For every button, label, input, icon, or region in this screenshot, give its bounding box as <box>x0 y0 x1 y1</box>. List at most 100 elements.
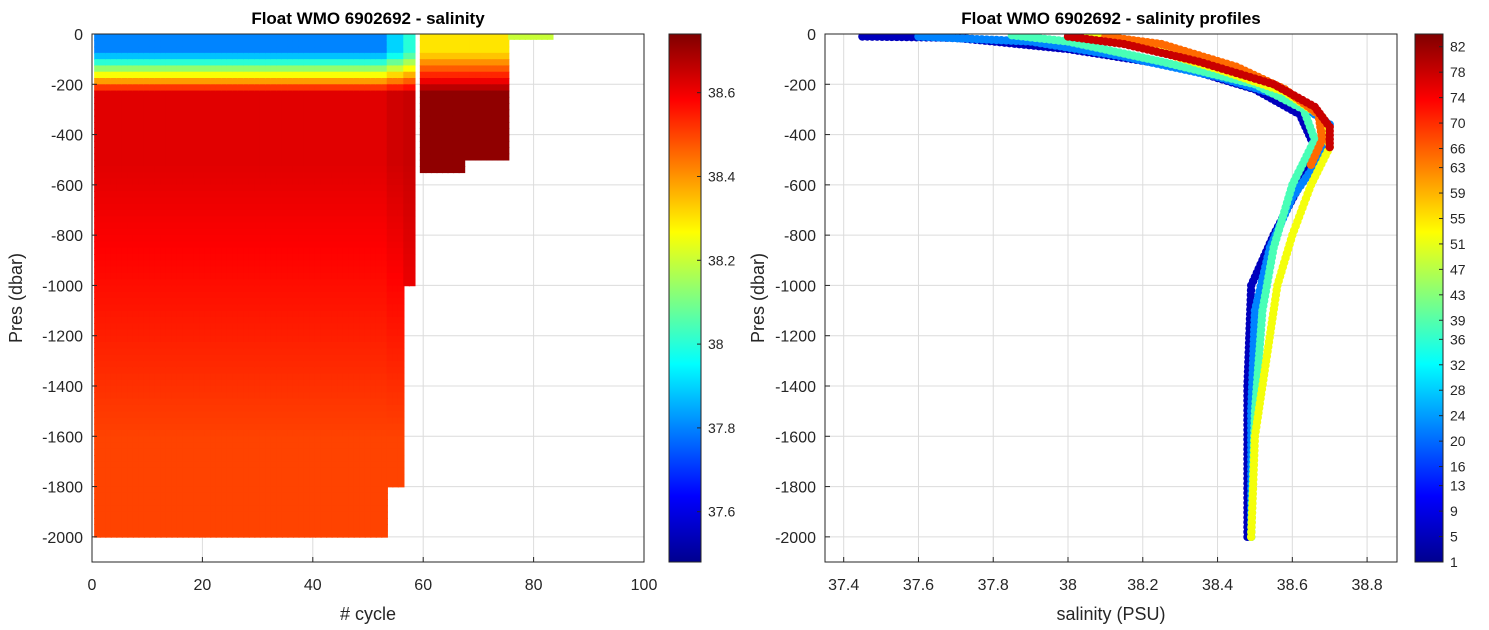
salinity-cell <box>397 480 405 488</box>
salinity-cell <box>309 109 317 117</box>
salinity-cell <box>105 430 112 438</box>
salinity-cell <box>116 442 123 450</box>
salinity-cell <box>309 348 317 356</box>
salinity-cell <box>270 52 278 60</box>
salinity-cell <box>375 474 383 482</box>
salinity-cell <box>403 266 410 274</box>
salinity-cell <box>348 360 355 368</box>
salinity-cell <box>276 392 284 400</box>
salinity-cell <box>132 71 140 79</box>
salinity-cell <box>176 71 184 79</box>
salinity-cell <box>165 90 173 98</box>
salinity-cell <box>160 530 168 538</box>
salinity-cell <box>298 291 306 299</box>
salinity-cell <box>165 480 173 488</box>
salinity-cell <box>303 323 311 331</box>
salinity-cell <box>188 52 195 60</box>
salinity-cell <box>480 115 488 123</box>
salinity-cell <box>215 342 223 350</box>
salinity-cell <box>176 518 184 526</box>
salinity-cell <box>303 140 311 148</box>
salinity-cell <box>281 430 289 438</box>
salinity-cell <box>143 159 151 167</box>
salinity-cell <box>337 134 344 142</box>
salinity-cell <box>221 203 228 211</box>
salinity-cell <box>259 342 267 350</box>
salinity-cell <box>226 84 234 92</box>
salinity-cell <box>331 46 339 54</box>
salinity-cell <box>397 379 405 387</box>
salinity-cell <box>121 84 129 92</box>
salinity-cell <box>276 285 284 293</box>
salinity-cell <box>348 147 355 155</box>
salinity-cell <box>165 247 173 255</box>
salinity-cell <box>287 524 295 532</box>
salinity-cell <box>486 52 493 60</box>
salinity-cell <box>176 103 184 111</box>
salinity-cell <box>110 430 118 438</box>
salinity-cell <box>243 128 250 136</box>
salinity-cell <box>392 210 399 218</box>
salinity-cell <box>320 386 328 394</box>
salinity-cell <box>237 147 245 155</box>
salinity-cell <box>176 291 184 299</box>
salinity-cell <box>403 128 410 136</box>
salinity-cell <box>320 442 328 450</box>
salinity-cell <box>243 492 250 500</box>
salinity-cell <box>116 78 123 86</box>
salinity-cell <box>497 46 504 54</box>
salinity-cell <box>441 96 449 104</box>
salinity-cell <box>204 411 212 419</box>
salinity-cell <box>303 210 311 218</box>
salinity-cell <box>204 103 212 111</box>
salinity-cell <box>392 78 399 86</box>
salinity-cell <box>303 216 311 224</box>
salinity-cell <box>425 128 433 136</box>
salinity-cell <box>221 417 228 425</box>
salinity-cell <box>403 65 410 73</box>
salinity-cell <box>480 96 488 104</box>
salinity-cell <box>199 367 206 375</box>
salinity-cell <box>359 115 366 123</box>
salinity-cell <box>232 109 239 117</box>
salinity-cell <box>320 348 328 356</box>
salinity-cell <box>408 197 416 205</box>
salinity-cell <box>254 228 261 236</box>
salinity-cell <box>337 442 344 450</box>
salinity-cell <box>270 279 278 287</box>
salinity-cell <box>303 436 311 444</box>
salinity-cell <box>105 505 112 513</box>
salinity-cell <box>375 310 383 318</box>
salinity-cell <box>370 279 377 287</box>
salinity-cell <box>392 247 399 255</box>
salinity-cell <box>359 392 366 400</box>
salinity-cell <box>298 386 306 394</box>
salinity-cell <box>397 455 405 463</box>
salinity-cell <box>221 247 228 255</box>
salinity-cell <box>116 524 123 532</box>
salinity-cell <box>154 467 162 475</box>
salinity-cell <box>215 172 223 180</box>
salinity-cell <box>375 518 383 526</box>
salinity-cell <box>331 216 339 224</box>
salinity-cell <box>259 40 267 48</box>
salinity-cell <box>199 467 206 475</box>
salinity-cell <box>464 71 471 79</box>
salinity-cell <box>182 455 190 463</box>
salinity-cell <box>99 134 107 142</box>
salinity-cell <box>154 348 162 356</box>
salinity-cell <box>353 335 361 343</box>
salinity-cell <box>381 254 388 262</box>
salinity-cell <box>127 423 134 431</box>
salinity-cell <box>381 134 388 142</box>
salinity-cell <box>375 96 383 104</box>
salinity-cell <box>441 128 449 136</box>
salinity-cell <box>392 254 399 262</box>
salinity-cell <box>364 404 372 412</box>
salinity-cell <box>370 298 377 306</box>
salinity-cell <box>464 140 471 148</box>
salinity-cell <box>188 222 195 230</box>
salinity-cell <box>265 272 272 280</box>
salinity-cell <box>469 103 477 111</box>
salinity-cell <box>254 84 261 92</box>
